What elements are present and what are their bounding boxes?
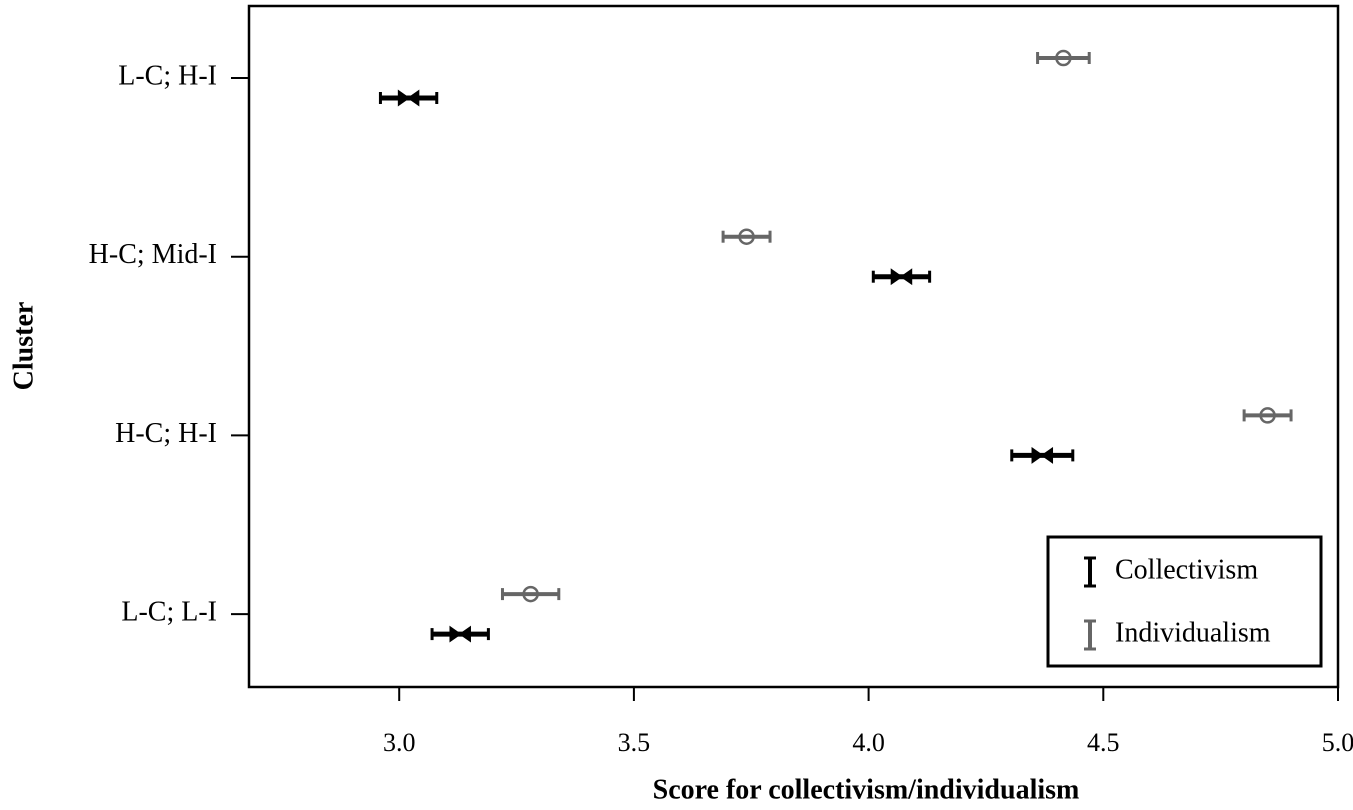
point [522,585,539,603]
x-tick-label: 5.0 [1322,728,1353,757]
x-axis-title: Score for collectivism/individualism [653,774,1080,805]
x-tick-label: 4.0 [852,728,885,757]
point [890,268,913,286]
legend-label: Collectivism [1115,554,1258,585]
point [449,625,471,643]
y-tick-label: L-C; L-I [121,597,217,628]
x-tick-label: 3.5 [618,728,651,757]
y-tick-label: L-C; H-I [118,60,217,91]
error-bar [500,588,561,601]
x-tick-label: 3.0 [383,728,416,757]
point [1055,49,1072,67]
error-bar [1036,52,1091,64]
plot-frame [247,4,1340,689]
x-tick-label: 4.5 [1087,728,1120,757]
point [1259,407,1276,424]
point [738,228,755,245]
y-tick-label: H-C; Mid-I [89,239,217,270]
y-axis-title: Cluster [8,302,39,391]
point [1031,446,1054,464]
y-tick-label: H-C; H-I [115,418,217,449]
legend-label: Individualism [1115,617,1271,648]
error-bar [1242,409,1293,422]
error-bar [721,230,772,243]
point [397,89,420,107]
